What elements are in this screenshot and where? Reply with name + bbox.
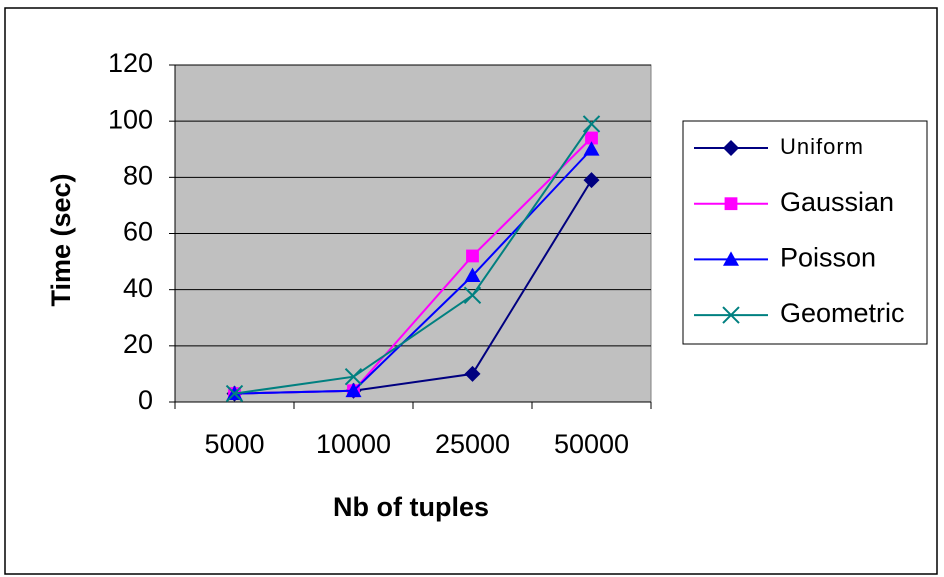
y-tick-label: 20 [123,329,153,359]
marker [722,306,740,324]
legend-label: Gaussian [780,187,894,217]
y-axis-label: Time (sec) [46,173,76,306]
x-tick-label: 5000 [204,429,264,459]
x-tick-label: 50000 [554,429,629,459]
series-line [234,123,593,395]
y-tick-label: 120 [108,48,153,78]
y-tick-label: 40 [123,273,153,303]
marker [724,197,738,211]
marker [585,131,598,145]
marker [723,140,739,156]
marker [583,141,600,156]
marker [464,365,481,382]
series-line [234,148,593,395]
y-tick-label: 80 [123,160,153,190]
marker [463,286,482,304]
marker [582,115,601,133]
marker [344,368,363,386]
marker [723,251,739,266]
marker [225,384,244,403]
y-tick-label: 60 [123,217,153,247]
marker [345,382,362,398]
y-tick-label: 0 [138,385,153,415]
x-axis-label: Nb of tuples [333,492,489,522]
y-tick-label: 100 [108,104,153,134]
legend-label: Poisson [780,243,876,273]
x-tick-label: 10000 [316,429,391,459]
x-tick-label: 25000 [435,429,510,459]
legend-label: Uniform [780,134,864,159]
marker [583,172,600,189]
legend-label: Geometric [780,298,905,328]
marker [466,249,479,263]
marker [464,267,481,283]
